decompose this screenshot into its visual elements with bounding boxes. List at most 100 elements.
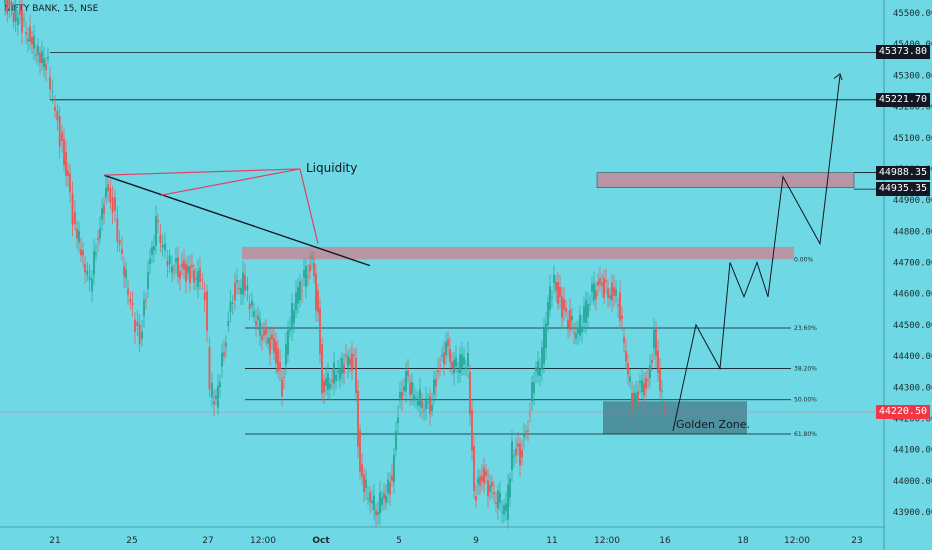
candle-body <box>208 347 211 390</box>
candle-body <box>199 268 201 282</box>
candle-body <box>25 32 27 34</box>
fib-label: 23.60% <box>794 325 817 332</box>
candle-body <box>339 368 341 380</box>
candle-body <box>447 339 449 347</box>
candle-body <box>633 392 635 411</box>
liquidity-label: Liquidity <box>306 161 357 175</box>
y-tick-label: 44100.00 <box>893 446 932 456</box>
candle-body <box>185 264 187 282</box>
candle-body <box>86 270 89 276</box>
candle-body <box>319 307 321 354</box>
candle-body <box>605 280 607 283</box>
candle-body <box>585 300 587 324</box>
candle-body <box>279 361 281 370</box>
candle-body <box>313 263 315 276</box>
candle-body <box>291 303 293 330</box>
candle-body <box>23 19 25 21</box>
candle-body <box>129 298 132 303</box>
candle-body <box>275 341 277 364</box>
candle-body <box>539 369 541 376</box>
candle-body <box>641 380 643 393</box>
candle-body <box>423 410 425 412</box>
candle-body <box>145 299 147 301</box>
x-tick-label: 25 <box>126 536 137 546</box>
y-tick-label: 45400.00 <box>893 40 932 50</box>
candle-body <box>76 228 78 239</box>
candle-body <box>10 2 13 5</box>
fib-label: 61.80% <box>794 431 817 438</box>
candle-body <box>134 319 136 333</box>
candle-body <box>393 454 395 483</box>
candle-body <box>303 269 305 278</box>
candle-body <box>515 448 517 456</box>
candle-body <box>565 307 567 312</box>
candle-body <box>105 187 107 198</box>
candle-body <box>521 450 523 458</box>
candle-body <box>523 434 525 438</box>
x-tick-label: 23 <box>851 536 862 546</box>
candle-body <box>166 260 169 266</box>
candle-body <box>437 370 439 372</box>
candle-body <box>255 321 257 326</box>
y-tick-label: 44500.00 <box>893 321 932 331</box>
candle-body <box>477 478 479 484</box>
candle-body <box>595 290 597 299</box>
candle-body <box>635 392 637 403</box>
candle-body <box>307 275 309 277</box>
candle-body <box>541 347 543 370</box>
candle-body <box>391 475 393 481</box>
candle-body <box>116 218 119 242</box>
candle-body <box>383 493 385 499</box>
candle-body <box>655 327 657 356</box>
candle-body <box>513 455 515 457</box>
candle-body <box>325 378 327 386</box>
candle-body <box>611 282 613 301</box>
candle-body <box>407 370 409 376</box>
candle-body <box>381 497 383 505</box>
candle-body <box>131 303 134 306</box>
candle-body <box>95 252 97 256</box>
candle-body <box>175 258 177 263</box>
candle-body <box>535 367 537 372</box>
candle-body <box>661 390 663 392</box>
candle-body <box>557 282 559 304</box>
candle-body <box>663 406 665 408</box>
candle-body <box>99 228 101 239</box>
candle-body <box>67 170 69 177</box>
candle-body <box>409 382 411 395</box>
candle-body <box>215 395 217 399</box>
candle-body <box>257 315 259 320</box>
y-tick-label: 44300.00 <box>893 383 932 393</box>
candle-body <box>93 250 95 275</box>
candle-body <box>123 266 125 277</box>
candle-body <box>495 502 497 505</box>
candle-body <box>597 281 599 286</box>
candle-body <box>577 327 579 334</box>
candle-body <box>118 240 121 245</box>
candle-body <box>431 404 433 412</box>
candle-body <box>203 292 206 300</box>
candle-body <box>305 266 307 287</box>
candle-body <box>269 337 271 355</box>
candle-body <box>71 193 74 225</box>
candle-body <box>421 401 423 409</box>
candle-body <box>333 362 335 384</box>
candle-body <box>549 286 551 311</box>
candle-body <box>449 348 451 362</box>
y-tick-label: 44000.00 <box>893 477 932 487</box>
candle-body <box>41 51 43 64</box>
candle-body <box>395 431 397 451</box>
candle-body <box>589 303 591 305</box>
candle-body <box>529 413 531 415</box>
fib-label: 38.20% <box>794 366 817 373</box>
candle-body <box>193 270 195 283</box>
candle-body <box>301 290 303 292</box>
candle-body <box>519 443 521 465</box>
candle-body <box>240 287 242 294</box>
candle-body <box>483 467 485 484</box>
candle-body <box>211 382 213 398</box>
candle-body <box>533 382 535 394</box>
candle-body <box>138 324 141 345</box>
